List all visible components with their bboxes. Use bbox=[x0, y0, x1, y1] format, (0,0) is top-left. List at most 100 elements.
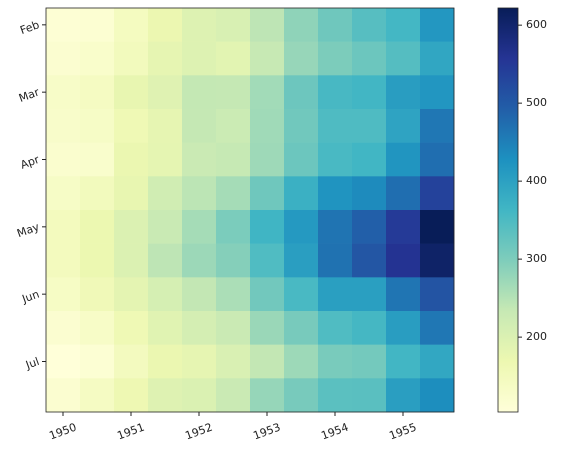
colorbar-tick-label: 500 bbox=[526, 96, 547, 109]
colorbar-tick-label: 600 bbox=[526, 18, 547, 31]
heat-cell bbox=[420, 378, 455, 413]
heat-cell bbox=[46, 176, 81, 211]
heat-cell bbox=[182, 243, 217, 278]
heat-cell bbox=[216, 210, 251, 244]
heat-cell bbox=[216, 41, 251, 76]
heat-cell bbox=[182, 277, 217, 312]
heat-cell bbox=[352, 176, 387, 211]
heat-cell bbox=[80, 344, 115, 379]
heat-cell bbox=[352, 210, 387, 244]
heat-cell bbox=[148, 378, 183, 413]
heat-cell bbox=[148, 277, 183, 312]
heat-cell bbox=[386, 344, 421, 379]
colorbar-tick-label: 200 bbox=[526, 330, 547, 343]
heat-cell bbox=[420, 176, 455, 211]
heat-cell bbox=[352, 277, 387, 312]
heat-cell bbox=[114, 142, 149, 177]
heat-cell bbox=[80, 243, 115, 278]
heat-cell bbox=[318, 75, 353, 110]
heat-cell bbox=[284, 344, 319, 379]
heat-cell bbox=[216, 243, 251, 278]
heat-cell bbox=[284, 311, 319, 345]
heat-cell bbox=[80, 41, 115, 76]
y-tick-label: Feb bbox=[18, 18, 41, 37]
heat-cell bbox=[420, 109, 455, 143]
heat-cell bbox=[80, 109, 115, 143]
heat-cell bbox=[148, 311, 183, 345]
heat-cell bbox=[318, 210, 353, 244]
heat-cell bbox=[352, 311, 387, 345]
x-tick-label: 1954 bbox=[319, 421, 350, 443]
heat-cell bbox=[352, 378, 387, 413]
heat-cell bbox=[80, 75, 115, 110]
heat-cell bbox=[216, 8, 251, 42]
heat-cell bbox=[182, 41, 217, 76]
heat-cell bbox=[352, 75, 387, 110]
heat-cell bbox=[386, 109, 421, 143]
y-tick-label: Mar bbox=[17, 85, 41, 104]
heat-cell bbox=[182, 378, 217, 413]
heat-cell bbox=[182, 75, 217, 110]
heat-cell bbox=[284, 378, 319, 413]
heat-cell bbox=[182, 8, 217, 42]
heat-cell bbox=[46, 277, 81, 312]
heat-cell bbox=[284, 41, 319, 76]
heat-cell bbox=[318, 378, 353, 413]
heat-cell bbox=[46, 344, 81, 379]
heat-cell bbox=[114, 41, 149, 76]
heat-cell bbox=[284, 75, 319, 110]
heat-cell bbox=[250, 176, 285, 211]
x-tick-label: 1955 bbox=[387, 421, 418, 443]
heat-cell bbox=[386, 378, 421, 413]
heat-cell bbox=[114, 176, 149, 211]
heat-cell bbox=[182, 109, 217, 143]
heat-cell bbox=[420, 344, 455, 379]
heat-cell bbox=[114, 210, 149, 244]
heat-cell bbox=[114, 75, 149, 110]
heat-cell bbox=[148, 75, 183, 110]
heat-cell bbox=[148, 210, 183, 244]
heat-cell bbox=[148, 142, 183, 177]
heat-cell bbox=[114, 243, 149, 278]
colorbar bbox=[497, 7, 519, 413]
heat-cell bbox=[318, 243, 353, 278]
heat-cell bbox=[318, 109, 353, 143]
heat-cell bbox=[250, 142, 285, 177]
heat-cell bbox=[250, 75, 285, 110]
heat-cell bbox=[250, 41, 285, 76]
heat-cell bbox=[46, 75, 81, 110]
heat-cell bbox=[46, 8, 81, 42]
x-tick-label: 1953 bbox=[251, 421, 282, 443]
colorbar-tick-label: 300 bbox=[526, 252, 547, 265]
heat-cell bbox=[46, 378, 81, 413]
x-tick-label: 1951 bbox=[115, 421, 146, 443]
heat-cell bbox=[284, 109, 319, 143]
heat-cell bbox=[148, 344, 183, 379]
heat-cell bbox=[148, 109, 183, 143]
heat-cell bbox=[318, 176, 353, 211]
heat-cell bbox=[318, 8, 353, 42]
heat-cell bbox=[318, 142, 353, 177]
heat-cell bbox=[250, 210, 285, 244]
heat-cell bbox=[182, 176, 217, 211]
heat-cell bbox=[352, 109, 387, 143]
y-tick-label: Jul bbox=[23, 355, 41, 372]
y-tick-label: May bbox=[15, 220, 41, 240]
heat-cell bbox=[114, 344, 149, 379]
heat-cell bbox=[386, 210, 421, 244]
heat-cell bbox=[114, 277, 149, 312]
heat-cell bbox=[114, 109, 149, 143]
heat-cell bbox=[420, 8, 455, 42]
heat-cell bbox=[420, 142, 455, 177]
heat-cell bbox=[386, 75, 421, 110]
heat-cell bbox=[250, 344, 285, 379]
heat-cell bbox=[216, 109, 251, 143]
heat-cell bbox=[250, 378, 285, 413]
heat-cell bbox=[114, 8, 149, 42]
heat-cell bbox=[80, 277, 115, 312]
heat-cell bbox=[318, 311, 353, 345]
heat-cell bbox=[182, 210, 217, 244]
heat-cell bbox=[148, 176, 183, 211]
heat-cell bbox=[80, 8, 115, 42]
